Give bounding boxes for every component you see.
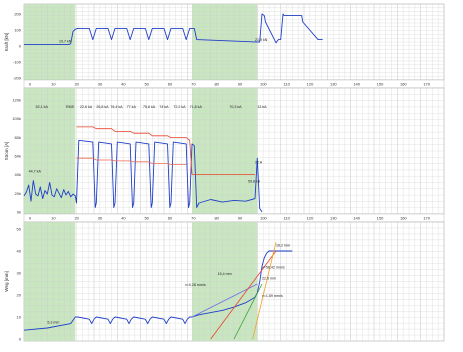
annotation-label: RMS [66,105,75,109]
y-axis-label: Kraft [kN] [4,33,9,52]
x-tick-label: 130 [330,82,337,87]
x-tick-label: 30 [98,216,103,221]
series-line [23,250,293,331]
y-tick-label: -200 [13,76,22,81]
y-tick-label: -100 [13,60,22,65]
annotation-label: 21,9 kN [255,38,268,42]
x-tick-label: 70 [191,216,196,221]
annotation-label: 5,3 mm [47,321,59,325]
x-tick-label: 40 [121,82,126,87]
series-line [23,139,263,213]
x-tick-label: 170 [423,216,430,221]
annotation-label: 59,8 kA [248,179,261,183]
x-tick-label: 20 [74,216,79,221]
annotation-label: 22,6 kA [80,105,93,109]
x-tick-label: 110 [283,216,290,221]
annotation-label: 70,3 kA [229,105,242,109]
y-tick-label: 10 [17,315,22,320]
annotation-label: 76,4 kA [110,105,123,109]
x-tick-label: 140 [353,216,360,221]
x-tick-label: 170 [423,82,430,87]
series-line [252,242,277,340]
y-tick-label: 80k [15,135,21,140]
annotation-label: 22 A [255,161,263,165]
x-tick-label: 60 [168,216,173,221]
annotation-label: 44,7 kA [29,170,42,174]
y-tick-label: 0k [17,210,21,215]
x-tick-label: 120 [307,82,314,87]
series-line [24,13,323,45]
y-axis-label: Weg [mm] [4,271,9,291]
y-tick-label: 100 [14,28,21,33]
x-tick-label: 0 [29,216,32,221]
annotation-label: 74 kA [159,105,169,109]
y-tick-label: 60k [15,154,21,159]
panel-2: 120k 100k 80k 60k 40k 20k 0k Strom [A] 0 10 20 30 40… [4,87,445,223]
x-tick-label: 0 [29,82,32,87]
y-tick-label: 200 [14,12,21,17]
x-tick-label: 110 [283,82,290,87]
panel-3: 50 40 30 20 10 0 Weg [mm] 5,3 mm v=0,28 mm/s 15,4… [4,221,445,342]
x-tick-label: 70 [191,82,196,87]
y-tick-label: 0 [19,337,22,342]
y-tick-label: 120k [12,98,21,103]
annotation-label: 16,2 mm [276,244,290,248]
annotation-label: 22,9 mm [262,277,276,281]
x-tick-label: 100 [260,216,267,221]
series-line [191,283,258,318]
annotation-label: 77 kA [127,105,137,109]
x-tick-label: 60 [168,82,173,87]
y-tick-label: 20 [17,293,22,298]
x-tick-label: 90 [238,82,243,87]
x-tick-label: 130 [330,216,337,221]
x-tick-label: 150 [377,82,384,87]
x-tick-label: 10 [51,216,56,221]
annotation-label: 15,4 mm [218,272,232,276]
x-tick-label: 50 [144,216,149,221]
series-line [76,157,187,165]
x-tick-label: 160 [400,82,407,87]
annotation-label: 10,7 kN [59,39,72,43]
annotation-label: 72,2 kA [173,105,186,109]
series-line [233,283,263,340]
annotation-label: v=0,28 mm/s [185,283,206,287]
x-tick-label: 140 [353,82,360,87]
panel-1: 200 100 0 -100 -200 Kraft [kN] 0 10 20 30 40 50 60 70… [4,3,445,89]
y-tick-label: 50 [17,227,22,232]
x-tick-label: 80 [214,82,219,87]
y-tick-label: 100k [12,116,21,121]
x-tick-label: 90 [238,216,243,221]
x-tick-label: 10 [51,82,56,87]
y-tick-label: 0 [19,44,22,49]
annotation-label: 52,1 kA [36,105,49,109]
annotation-label: 75,6 kA [143,105,156,109]
x-tick-label: 100 [260,82,267,87]
y-tick-label: 20k [15,191,21,196]
annotation-label: 26,8 kA [96,105,109,109]
x-tick-label: 160 [400,216,407,221]
annotation-label: v=56,42 mm/s [262,266,285,270]
series-line [76,126,255,175]
x-tick-label: 40 [121,216,126,221]
x-tick-label: 20 [74,82,79,87]
x-tick-label: 30 [98,82,103,87]
y-tick-label: 30 [17,271,22,276]
annotation-label: 13 kA [257,105,267,109]
y-tick-label: 40 [17,249,22,254]
y-axis-label: Strom [A] [4,142,9,161]
x-tick-label: 80 [214,216,219,221]
x-tick-label: 150 [377,216,384,221]
x-tick-label: 120 [307,216,314,221]
annotation-label: v=1,59 mm/s [262,294,283,298]
x-tick-label: 50 [144,82,149,87]
series-line [210,250,277,340]
annotation-label: 71,8 kA [190,105,203,109]
y-tick-label: 40k [15,172,21,177]
